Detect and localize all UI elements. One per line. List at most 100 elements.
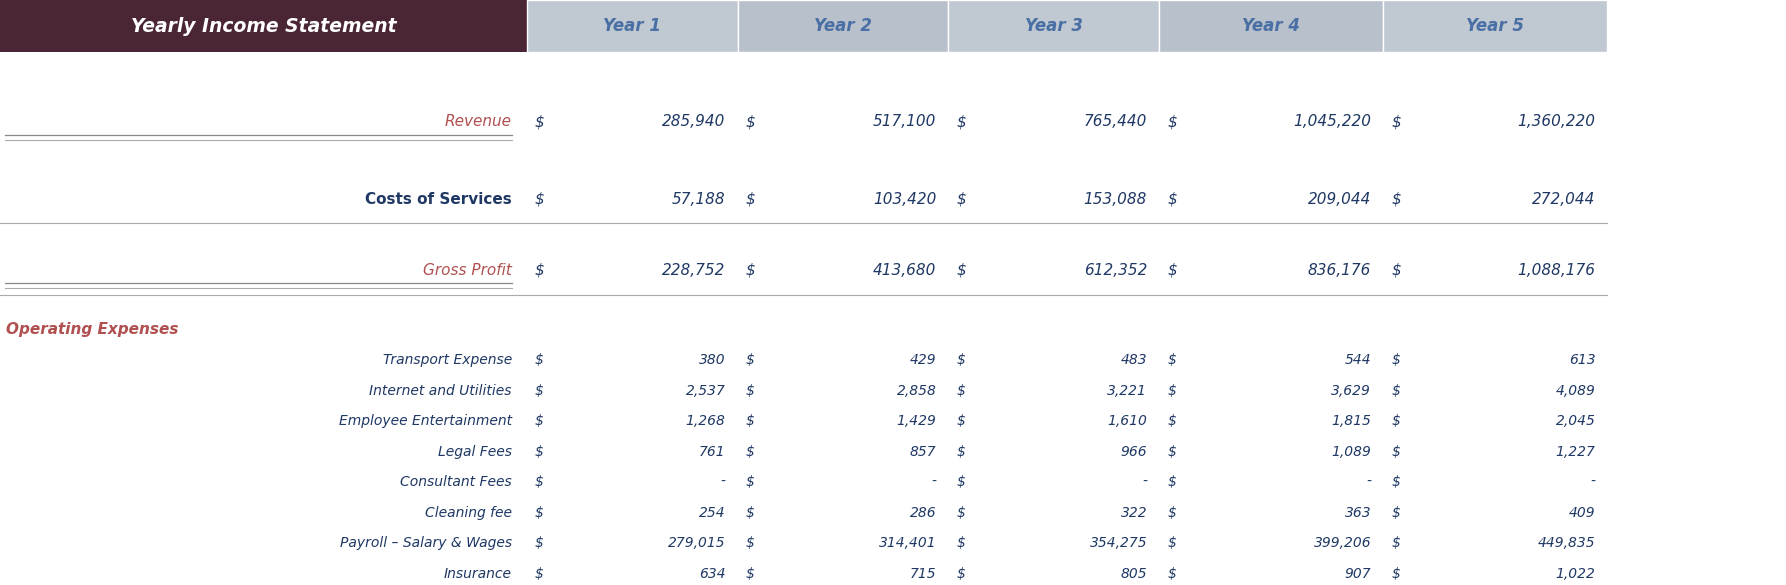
Text: $: $: [956, 263, 966, 277]
Text: 4,089: 4,089: [1556, 384, 1595, 398]
Text: 1,227: 1,227: [1556, 445, 1595, 459]
Text: $: $: [1391, 536, 1400, 550]
Bar: [0, 0, 527, 52]
Text: Cleaning fee: Cleaning fee: [425, 506, 513, 519]
Text: 612,352: 612,352: [1084, 263, 1147, 277]
Text: -: -: [1366, 475, 1372, 489]
Text: $: $: [534, 445, 543, 459]
Text: 1,268: 1,268: [686, 414, 725, 428]
Text: $: $: [745, 536, 754, 550]
Text: 413,680: 413,680: [873, 263, 936, 277]
Text: $: $: [534, 263, 545, 277]
Text: 209,044: 209,044: [1307, 191, 1372, 207]
Text: 429: 429: [909, 353, 936, 367]
Text: $: $: [1166, 191, 1177, 207]
Text: 409: 409: [1568, 506, 1595, 519]
Text: 1,045,220: 1,045,220: [1293, 115, 1372, 129]
Text: $: $: [956, 353, 964, 367]
Text: Legal Fees: Legal Fees: [438, 445, 513, 459]
Text: $: $: [1166, 115, 1177, 129]
Bar: [527, 0, 738, 52]
Text: 399,206: 399,206: [1314, 536, 1372, 550]
Text: $: $: [745, 263, 755, 277]
Text: $: $: [1391, 384, 1400, 398]
Text: Revenue: Revenue: [445, 115, 513, 129]
Text: Payroll – Salary & Wages: Payroll – Salary & Wages: [339, 536, 513, 550]
Text: -: -: [931, 475, 936, 489]
Text: $: $: [1391, 115, 1400, 129]
Text: $: $: [745, 475, 754, 489]
Text: Year 2: Year 2: [814, 17, 872, 35]
Text: Internet and Utilities: Internet and Utilities: [370, 384, 513, 398]
Text: $: $: [1391, 263, 1400, 277]
Text: 449,835: 449,835: [1538, 536, 1595, 550]
Text: Insurance: Insurance: [445, 567, 513, 581]
Text: 765,440: 765,440: [1084, 115, 1147, 129]
Text: $: $: [956, 506, 964, 519]
Text: Operating Expenses: Operating Expenses: [5, 322, 179, 336]
Text: $: $: [1166, 353, 1175, 367]
Text: $: $: [1391, 414, 1400, 428]
Text: 3,629: 3,629: [1331, 384, 1372, 398]
Text: $: $: [956, 567, 964, 581]
Text: $: $: [745, 567, 754, 581]
Text: 380: 380: [698, 353, 725, 367]
Text: $: $: [956, 414, 964, 428]
Text: $: $: [534, 506, 543, 519]
Text: 634: 634: [698, 567, 725, 581]
Text: Year 3: Year 3: [1025, 17, 1082, 35]
Text: Employee Entertainment: Employee Entertainment: [339, 414, 513, 428]
Text: $: $: [1166, 567, 1175, 581]
Text: 1,610: 1,610: [1107, 414, 1147, 428]
Text: $: $: [1166, 263, 1177, 277]
Text: Consultant Fees: Consultant Fees: [400, 475, 513, 489]
Text: 103,420: 103,420: [873, 191, 936, 207]
Text: 857: 857: [909, 445, 936, 459]
Text: 613: 613: [1568, 353, 1595, 367]
Text: 254: 254: [698, 506, 725, 519]
Text: $: $: [534, 384, 543, 398]
Text: $: $: [956, 536, 964, 550]
Text: $: $: [745, 384, 754, 398]
Text: 907: 907: [1345, 567, 1372, 581]
Text: $: $: [745, 414, 754, 428]
Text: Gross Profit: Gross Profit: [423, 263, 513, 277]
Text: 1,815: 1,815: [1331, 414, 1372, 428]
Text: -: -: [1141, 475, 1147, 489]
Text: 805: 805: [1120, 567, 1147, 581]
Text: $: $: [1391, 506, 1400, 519]
Text: 2,537: 2,537: [686, 384, 725, 398]
Bar: [1159, 0, 1384, 52]
Text: 314,401: 314,401: [879, 536, 936, 550]
Text: 363: 363: [1345, 506, 1372, 519]
Text: $: $: [745, 191, 755, 207]
Text: 1,360,220: 1,360,220: [1518, 115, 1595, 129]
Text: $: $: [745, 506, 754, 519]
Text: $: $: [1391, 353, 1400, 367]
Text: 836,176: 836,176: [1307, 263, 1372, 277]
Text: $: $: [956, 115, 966, 129]
Bar: [948, 0, 1159, 52]
Text: $: $: [1166, 445, 1175, 459]
Text: $: $: [745, 445, 754, 459]
Text: 2,858: 2,858: [897, 384, 936, 398]
Text: $: $: [534, 191, 545, 207]
Text: $: $: [956, 384, 964, 398]
Text: -: -: [720, 475, 725, 489]
Text: -: -: [1590, 475, 1595, 489]
Text: 354,275: 354,275: [1089, 536, 1147, 550]
Text: $: $: [1166, 536, 1175, 550]
Text: $: $: [534, 475, 543, 489]
Text: 517,100: 517,100: [873, 115, 936, 129]
Text: Year 5: Year 5: [1466, 17, 1523, 35]
Text: $: $: [956, 445, 964, 459]
Text: Costs of Services: Costs of Services: [364, 191, 513, 207]
Text: 715: 715: [909, 567, 936, 581]
Text: 286: 286: [909, 506, 936, 519]
Text: $: $: [1391, 475, 1400, 489]
Bar: [738, 0, 948, 52]
Text: 1,022: 1,022: [1556, 567, 1595, 581]
Text: $: $: [534, 115, 545, 129]
Text: 3,221: 3,221: [1107, 384, 1147, 398]
Text: $: $: [745, 353, 754, 367]
